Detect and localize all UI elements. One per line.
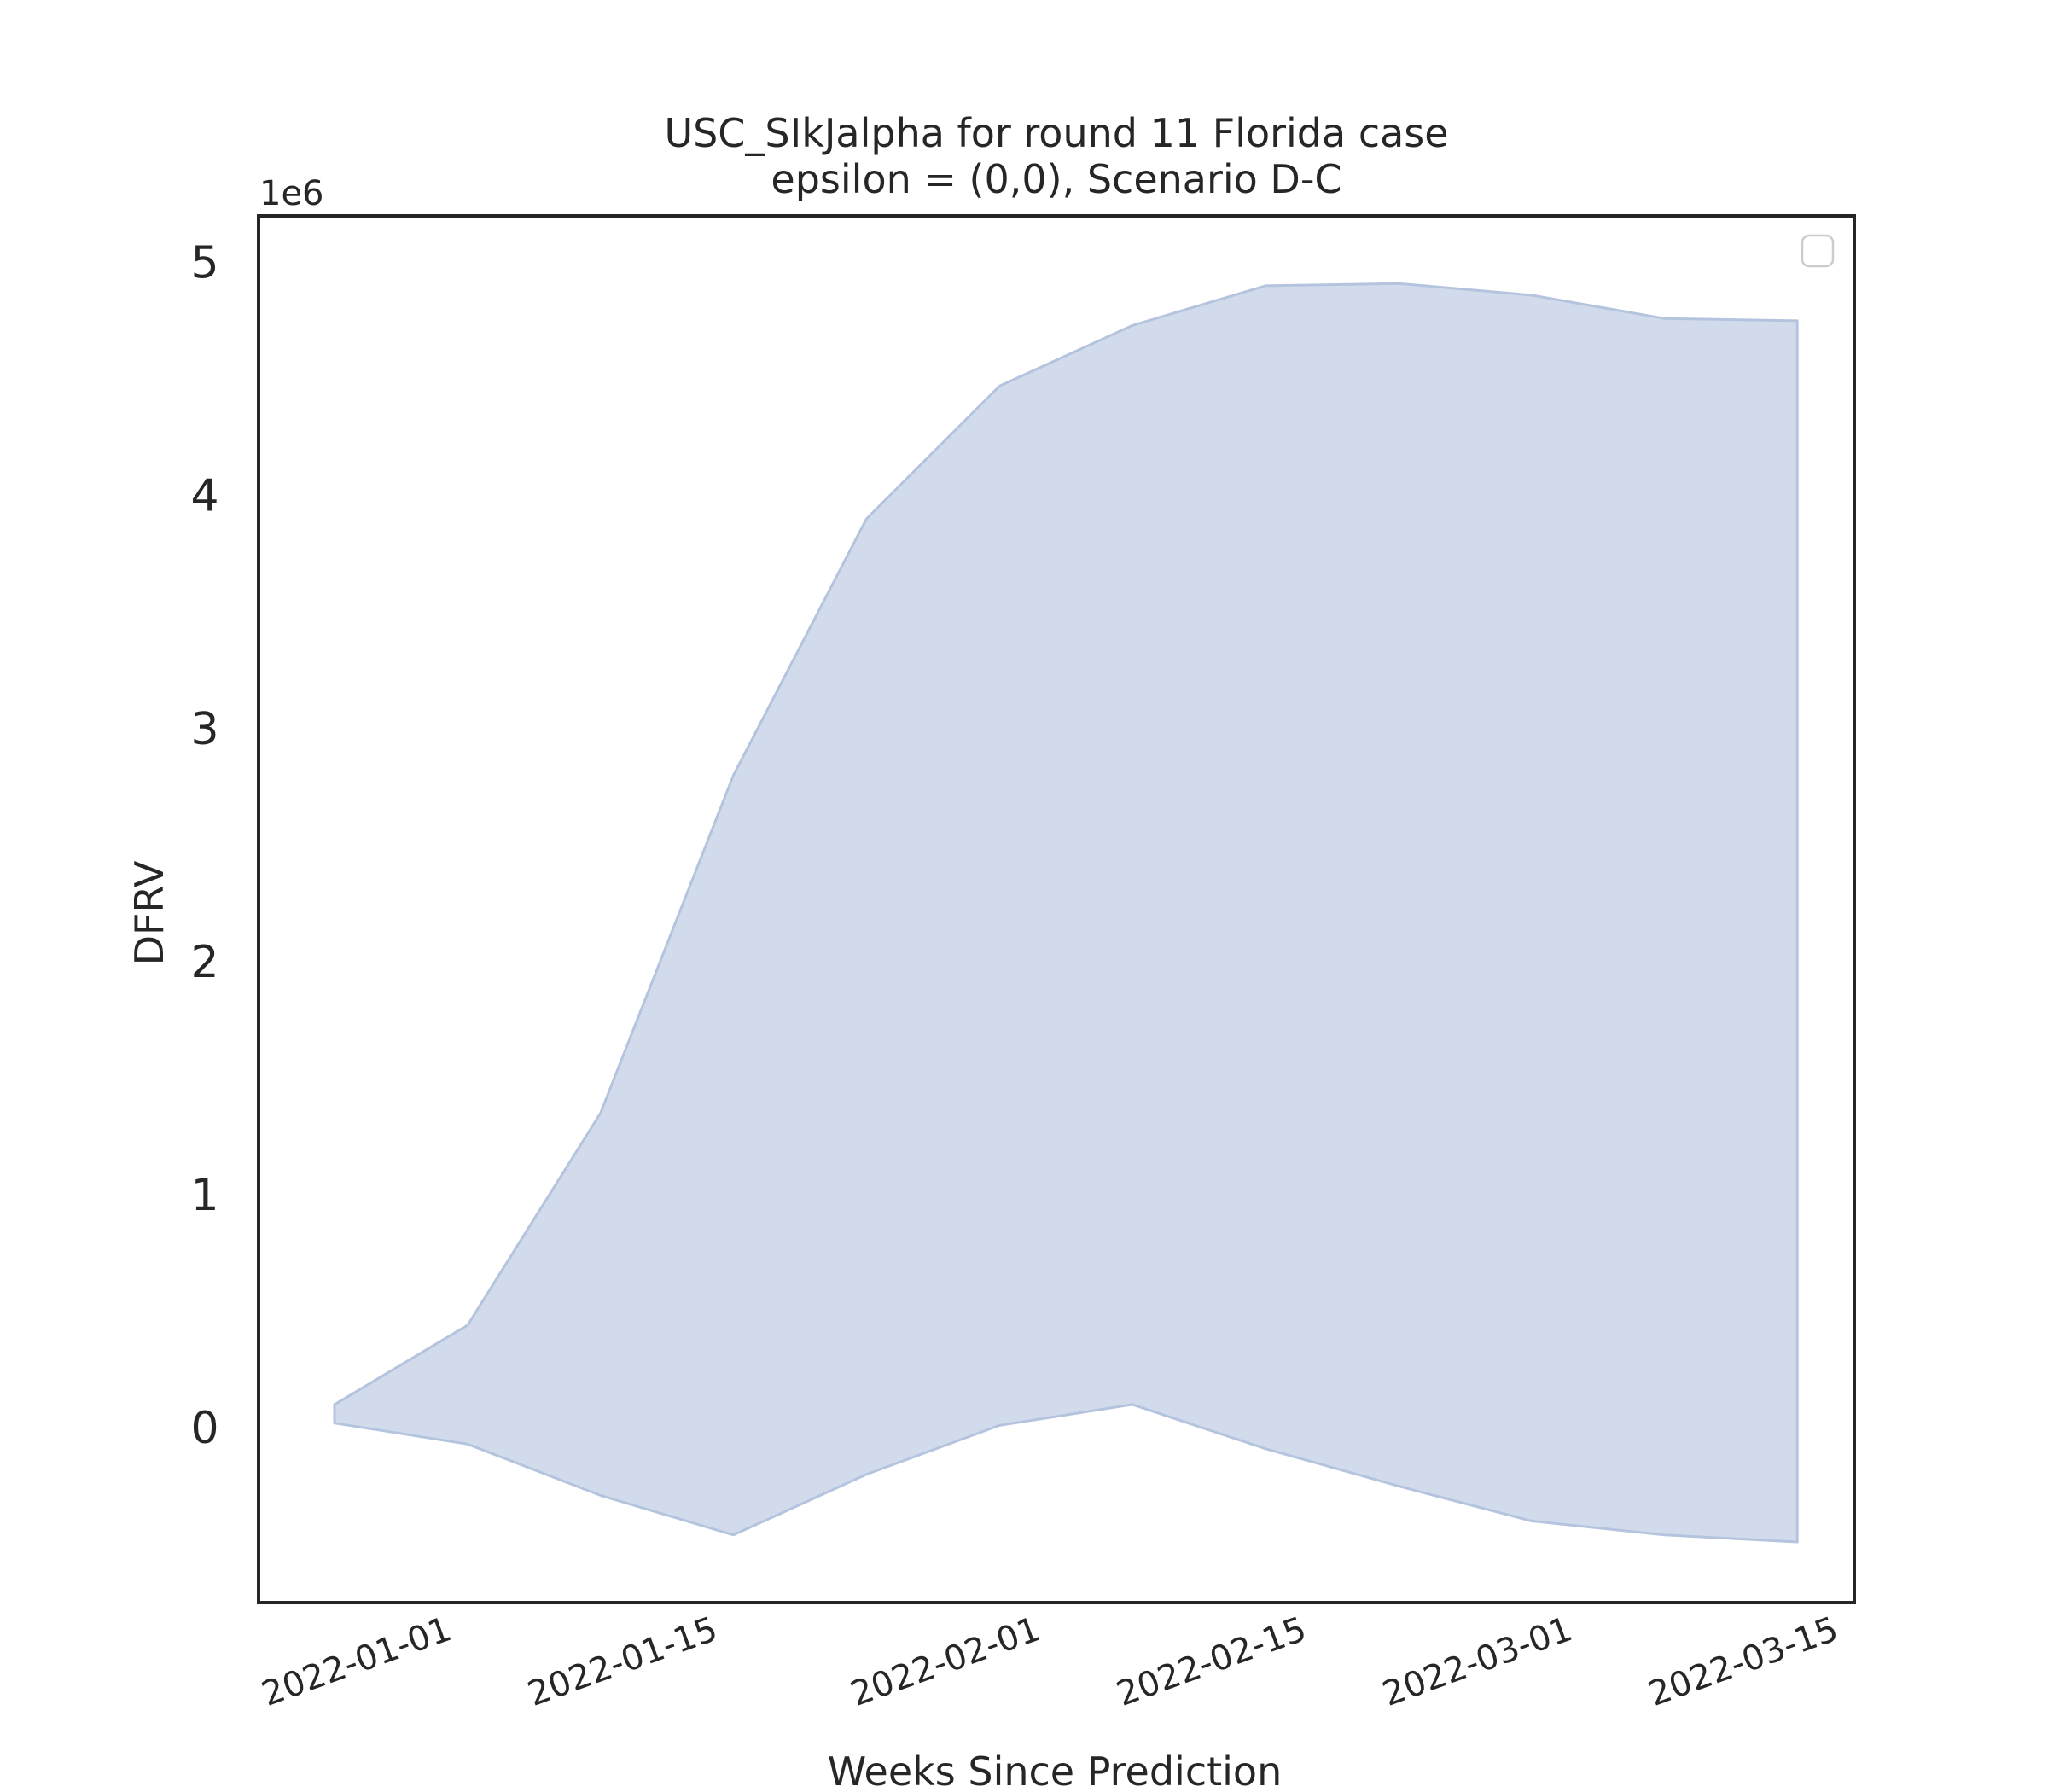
x-tick-label: 2022-03-01 xyxy=(1377,1609,1577,1714)
x-tick-label: 2022-01-15 xyxy=(523,1609,723,1714)
x-tick-label: 2022-02-01 xyxy=(846,1609,1045,1714)
x-tick-label: 2022-02-15 xyxy=(1112,1609,1312,1714)
y-tick-label: 3 xyxy=(190,704,218,755)
confidence-band xyxy=(333,282,1799,1544)
y-offset-label: 1e6 xyxy=(259,174,324,213)
y-tick-label: 5 xyxy=(190,238,218,289)
y-tick-label: 1 xyxy=(190,1170,218,1221)
chart-subtitle: epsilon = (0,0), Scenario D-C xyxy=(771,156,1341,202)
y-tick-label: 2 xyxy=(190,937,218,988)
x-tick-label: 2022-03-15 xyxy=(1644,1609,1843,1714)
y-axis-label: DFRV xyxy=(126,860,172,965)
y-tick-label: 4 xyxy=(190,471,218,522)
confidence-band-layer xyxy=(333,282,1799,1544)
plot-frame xyxy=(257,214,1856,1604)
x-tick-labels: 2022-01-01 2022-01-15 2022-02-01 2022-02-15… xyxy=(257,1609,1843,1714)
x-axis-label: Weeks Since Prediction xyxy=(828,1748,1282,1792)
y-tick-label: 0 xyxy=(190,1403,218,1454)
legend-box xyxy=(1801,234,1835,268)
y-tick-labels: 0 1 2 3 4 5 xyxy=(190,238,218,1455)
chart-title: USC_SIkJalpha for round 11 Florida case xyxy=(664,110,1448,156)
x-tick-label: 2022-01-01 xyxy=(257,1609,457,1714)
